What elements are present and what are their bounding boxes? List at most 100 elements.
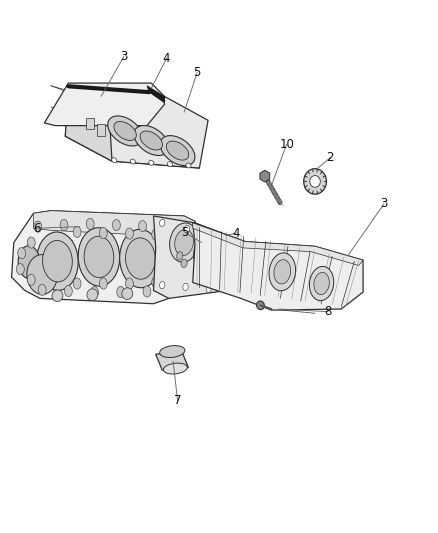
Ellipse shape: [152, 277, 159, 288]
Ellipse shape: [34, 221, 42, 232]
Ellipse shape: [274, 260, 291, 284]
Text: 5: 5: [181, 226, 189, 239]
Ellipse shape: [120, 229, 161, 288]
Ellipse shape: [159, 281, 165, 289]
Polygon shape: [260, 170, 270, 182]
FancyBboxPatch shape: [97, 124, 105, 136]
Polygon shape: [65, 86, 208, 168]
Polygon shape: [155, 352, 188, 370]
Polygon shape: [65, 86, 112, 161]
Ellipse shape: [113, 220, 120, 231]
Ellipse shape: [126, 238, 155, 279]
Text: 5: 5: [194, 66, 201, 79]
Ellipse shape: [209, 232, 214, 239]
Ellipse shape: [112, 158, 117, 163]
Ellipse shape: [27, 274, 35, 285]
Ellipse shape: [99, 278, 107, 289]
Ellipse shape: [38, 284, 46, 295]
Ellipse shape: [130, 159, 135, 164]
Ellipse shape: [215, 244, 244, 284]
FancyBboxPatch shape: [86, 118, 94, 130]
Ellipse shape: [73, 227, 81, 238]
Ellipse shape: [37, 232, 78, 290]
Ellipse shape: [91, 286, 99, 297]
Ellipse shape: [52, 290, 63, 302]
Ellipse shape: [160, 345, 185, 358]
Polygon shape: [193, 223, 363, 265]
Ellipse shape: [194, 233, 223, 273]
Ellipse shape: [108, 116, 142, 146]
Ellipse shape: [27, 237, 35, 248]
Ellipse shape: [117, 286, 125, 297]
Ellipse shape: [199, 240, 218, 266]
Ellipse shape: [206, 285, 212, 292]
Ellipse shape: [64, 285, 72, 296]
Ellipse shape: [203, 265, 209, 274]
Ellipse shape: [314, 272, 329, 295]
Ellipse shape: [163, 363, 187, 374]
Ellipse shape: [230, 287, 235, 294]
Ellipse shape: [122, 288, 133, 300]
Text: 3: 3: [380, 197, 388, 211]
Text: 8: 8: [325, 305, 332, 318]
Text: 7: 7: [174, 394, 181, 407]
Ellipse shape: [42, 240, 72, 282]
Text: 10: 10: [279, 138, 294, 151]
Ellipse shape: [177, 252, 183, 260]
Ellipse shape: [149, 160, 154, 165]
Polygon shape: [33, 211, 195, 237]
Ellipse shape: [134, 125, 169, 156]
Text: 6: 6: [33, 222, 40, 235]
Ellipse shape: [84, 236, 114, 278]
Polygon shape: [44, 83, 164, 126]
Ellipse shape: [310, 175, 320, 187]
Ellipse shape: [143, 286, 151, 297]
Polygon shape: [12, 211, 195, 304]
Ellipse shape: [18, 246, 40, 279]
Text: 4: 4: [233, 227, 240, 239]
Ellipse shape: [152, 229, 159, 240]
Ellipse shape: [139, 221, 147, 232]
Ellipse shape: [220, 264, 226, 273]
Ellipse shape: [160, 135, 195, 166]
Ellipse shape: [18, 248, 25, 259]
Ellipse shape: [86, 219, 94, 230]
Ellipse shape: [159, 219, 165, 227]
Ellipse shape: [78, 228, 120, 286]
Text: 3: 3: [120, 50, 127, 63]
Ellipse shape: [181, 259, 187, 268]
Polygon shape: [193, 223, 363, 310]
Ellipse shape: [225, 272, 231, 280]
Ellipse shape: [114, 122, 136, 141]
Ellipse shape: [140, 131, 162, 150]
Text: 4: 4: [163, 52, 170, 64]
Ellipse shape: [99, 228, 107, 239]
Ellipse shape: [126, 278, 134, 289]
Polygon shape: [153, 216, 247, 298]
Ellipse shape: [126, 228, 134, 239]
Ellipse shape: [269, 253, 296, 291]
Polygon shape: [193, 223, 247, 246]
Ellipse shape: [257, 301, 265, 310]
Ellipse shape: [60, 220, 68, 231]
Ellipse shape: [167, 161, 173, 167]
Ellipse shape: [183, 283, 188, 290]
Ellipse shape: [175, 230, 194, 256]
Ellipse shape: [165, 223, 173, 234]
Ellipse shape: [234, 238, 239, 245]
Ellipse shape: [309, 266, 334, 301]
Polygon shape: [147, 86, 164, 103]
Ellipse shape: [198, 258, 205, 266]
Ellipse shape: [167, 283, 175, 294]
Text: 2: 2: [327, 151, 334, 164]
Ellipse shape: [184, 225, 190, 233]
Ellipse shape: [16, 264, 24, 274]
Ellipse shape: [182, 225, 190, 236]
Ellipse shape: [304, 168, 326, 194]
Ellipse shape: [220, 251, 239, 277]
Ellipse shape: [87, 289, 98, 301]
Ellipse shape: [166, 141, 189, 160]
Ellipse shape: [27, 255, 57, 294]
Ellipse shape: [170, 223, 198, 262]
Ellipse shape: [73, 278, 81, 289]
